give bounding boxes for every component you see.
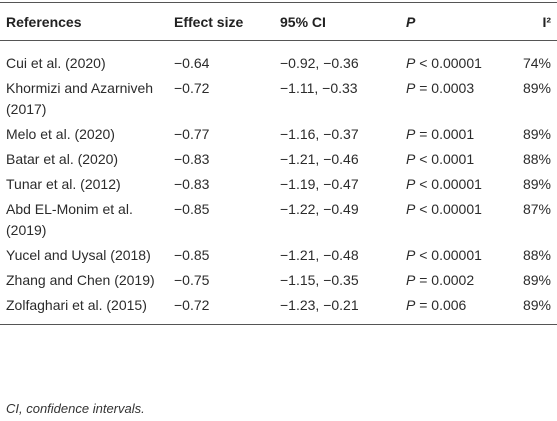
table-cell: −0.83 xyxy=(174,151,210,167)
table-cell: 89% xyxy=(522,297,551,313)
table-body: Cui et al. (2020) −0.64 −0.92, −0.36 P < 0.… xyxy=(0,41,557,325)
table-cell: P = 0.0002 xyxy=(406,272,475,288)
header-cell: 95% CI xyxy=(280,14,326,30)
header-row: References Effect size 95% CI P I² xyxy=(0,2,557,41)
table-cell: −1.21, −0.48 xyxy=(280,247,359,263)
table-cell: P < 0.00001 xyxy=(406,55,482,71)
table-cell: −1.19, −0.47 xyxy=(280,176,359,192)
table-row: Cui et al. (2020) −0.64 −0.92, −0.36 P < 0.… xyxy=(0,41,557,77)
table-cell: P < 0.00001 xyxy=(406,201,482,217)
table-cell: −0.72 xyxy=(174,297,210,313)
table-cell: −0.75 xyxy=(174,272,210,288)
table-cell: −0.72 xyxy=(174,80,210,96)
table-cell: P < 0.00001 xyxy=(406,176,482,192)
table-cell: Cui et al. (2020) xyxy=(6,55,106,71)
table-cell: −1.15, −0.35 xyxy=(280,272,359,288)
table-cell: Tunar et al. (2012) xyxy=(6,176,121,192)
table-cell: Batar et al. (2020) xyxy=(6,151,119,167)
header-cell: I² xyxy=(542,14,551,30)
header-cell: References xyxy=(6,14,82,30)
table-cell: P = 0.006 xyxy=(406,297,467,313)
header-cell: Effect size xyxy=(174,14,244,30)
table-cell: 87% xyxy=(522,201,551,217)
table-row: Tunar et al. (2012) −0.83 −1.19, −0.47 P < … xyxy=(0,172,557,197)
table-cell: Yucel and Uysal (2018) xyxy=(6,247,151,263)
table-row: Zhang and Chen (2019) −0.75 −1.15, −0.35 P … xyxy=(0,268,557,293)
table-cell: −1.21, −0.46 xyxy=(280,151,359,167)
table-row: Melo et al. (2020) −0.77 −1.16, −0.37 P = 0… xyxy=(0,122,557,147)
table-cell: 88% xyxy=(522,151,551,167)
table-row: Batar et al. (2020) −0.83 −1.21, −0.46 P < … xyxy=(0,147,557,172)
table-cell: −1.23, −0.21 xyxy=(280,297,359,313)
table-cell: −1.16, −0.37 xyxy=(280,126,359,142)
table-cell: −0.92, −0.36 xyxy=(280,55,359,71)
table-cell: −0.77 xyxy=(174,126,210,142)
table-cell: P < 0.00001 xyxy=(406,247,482,263)
table-cell: P = 0.0001 xyxy=(406,126,475,142)
table-cell: P < 0.0001 xyxy=(406,151,475,167)
table-cell: Zolfaghari et al. (2015) xyxy=(6,297,147,313)
table-row: Abd EL-Monim et al. (2019) −0.85 −1.22, −0… xyxy=(0,197,557,243)
table-cell: 89% xyxy=(522,80,551,96)
table-cell: Abd EL-Monim et al. (2019) xyxy=(6,201,133,238)
table-cell: 89% xyxy=(522,272,551,288)
table-cell: −0.85 xyxy=(174,201,210,217)
table-cell: Melo et al. (2020) xyxy=(6,126,115,142)
table-cell: −1.22, −0.49 xyxy=(280,201,359,217)
table-cell: Zhang and Chen (2019) xyxy=(6,272,155,288)
table-row: Khormizi and Azarniveh (2017) −0.72 −1.11,… xyxy=(0,76,557,122)
table-row: Yucel and Uysal (2018) −0.85 −1.21, −0.48 P… xyxy=(0,243,557,268)
table-cell: −1.11, −0.33 xyxy=(280,80,358,96)
table-cell: −0.64 xyxy=(174,55,210,71)
table-header: References Effect size 95% CI P I² xyxy=(0,2,557,41)
table-cell: 89% xyxy=(522,176,551,192)
table-row: Zolfaghari et al. (2015) −0.72 −1.23, −0.2… xyxy=(0,293,557,325)
table-cell: 74% xyxy=(522,55,551,71)
table-cell: −0.85 xyxy=(174,247,210,263)
table-cell: −0.83 xyxy=(174,176,210,192)
table-cell: 88% xyxy=(522,247,551,263)
footnote: CI, confidence intervals. xyxy=(6,401,145,416)
header-cell: P xyxy=(406,14,416,30)
table-cell: Khormizi and Azarniveh (2017) xyxy=(6,80,154,117)
table-cell: P = 0.0003 xyxy=(406,80,475,96)
results-table: References Effect size 95% CI P I² Cui et al… xyxy=(0,2,557,325)
table-cell: 89% xyxy=(522,126,551,142)
